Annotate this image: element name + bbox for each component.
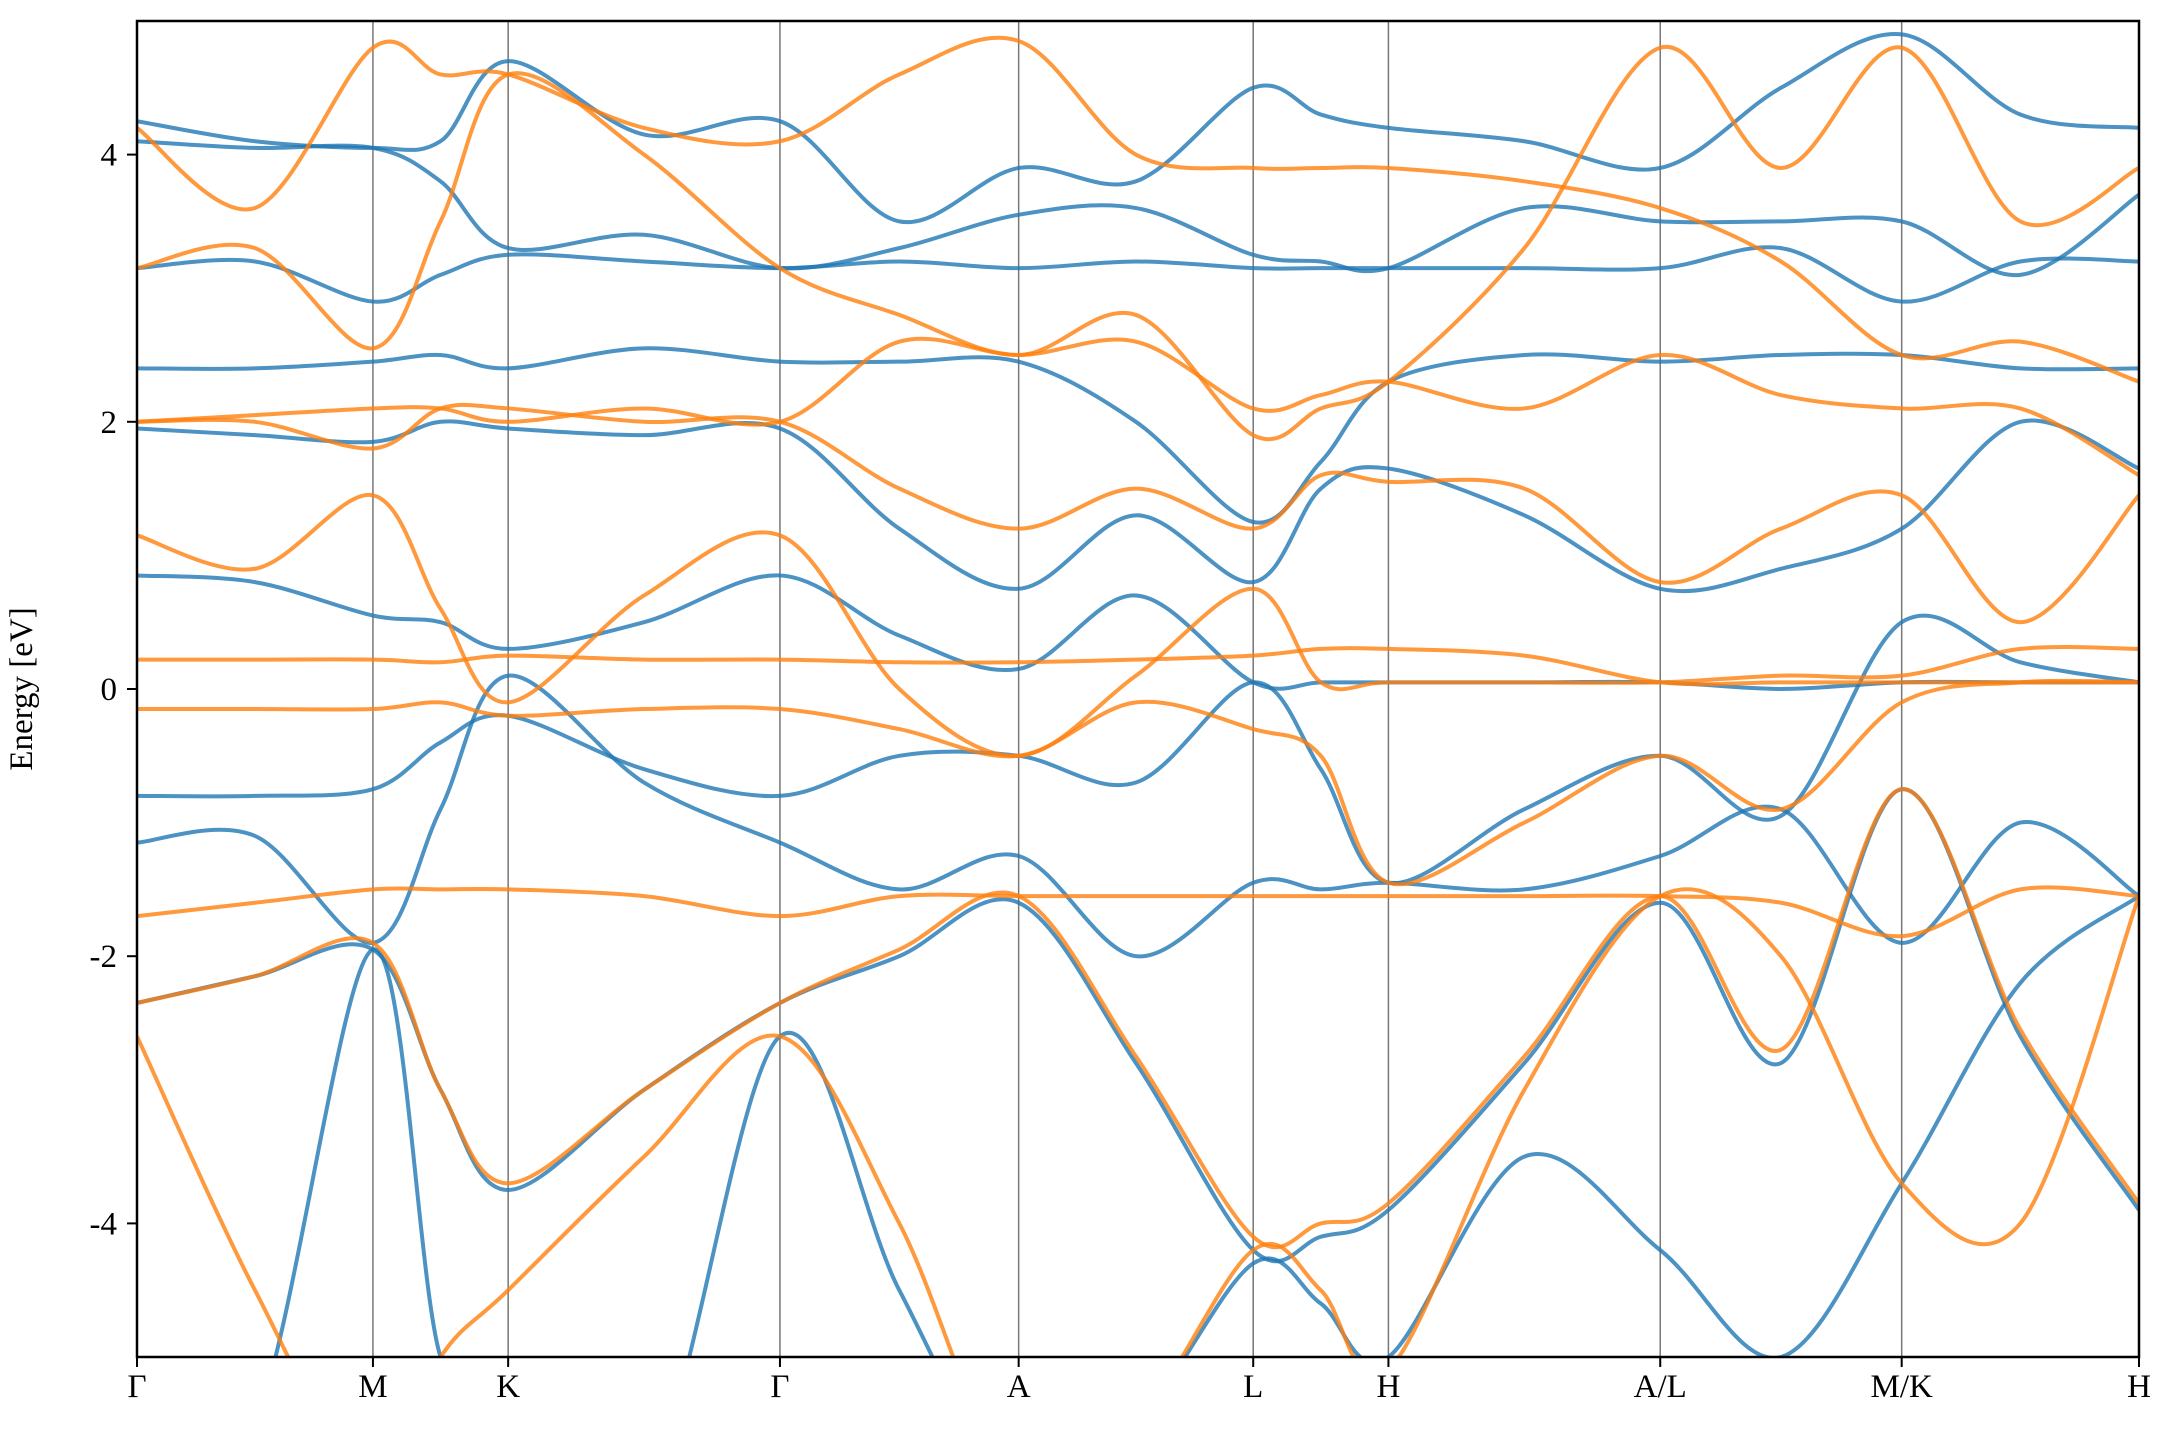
band-line [137, 646, 2139, 687]
x-tick-label: L [1243, 1369, 1263, 1405]
y-axis-label: Energy [eV] [4, 607, 40, 770]
band-line [137, 678, 2139, 887]
x-tick-label: H [1377, 1369, 1401, 1405]
band-line [137, 887, 2139, 1357]
band-line [137, 613, 2139, 886]
band-line [137, 493, 2139, 758]
band-line [137, 336, 2139, 477]
y-tick-label: -4 [90, 1206, 118, 1242]
band-line [137, 402, 2139, 625]
y-tick-label: 2 [101, 405, 118, 441]
x-tick-label: Γ [127, 1369, 146, 1405]
band-line [137, 418, 2139, 594]
band-line [137, 346, 2139, 525]
band-line [137, 35, 2139, 384]
band-line [137, 44, 2139, 442]
x-tick-label: Γ [770, 1369, 789, 1405]
band-line [137, 787, 2139, 1250]
band-line [137, 32, 2139, 225]
y-tick-label: 4 [101, 138, 118, 174]
bands [137, 32, 2139, 1357]
band-line [137, 245, 2139, 304]
x-tick-label: A [1007, 1369, 1031, 1405]
x-tick-label: M [358, 1369, 387, 1405]
x-tick-label: K [496, 1369, 520, 1405]
band-line [137, 139, 2139, 277]
band-line [137, 673, 2139, 959]
band-line [137, 787, 2139, 1264]
x-tick-label: A/L [1634, 1369, 1687, 1405]
band-line [137, 885, 2139, 939]
x-tick-label: H [2127, 1369, 2151, 1405]
y-tick-label: 0 [101, 672, 118, 708]
band-line [273, 894, 2139, 1357]
plot-frame [135, 19, 2141, 1359]
x-tick-label: M/K [1871, 1369, 1934, 1405]
y-tick-label: -2 [90, 939, 118, 975]
